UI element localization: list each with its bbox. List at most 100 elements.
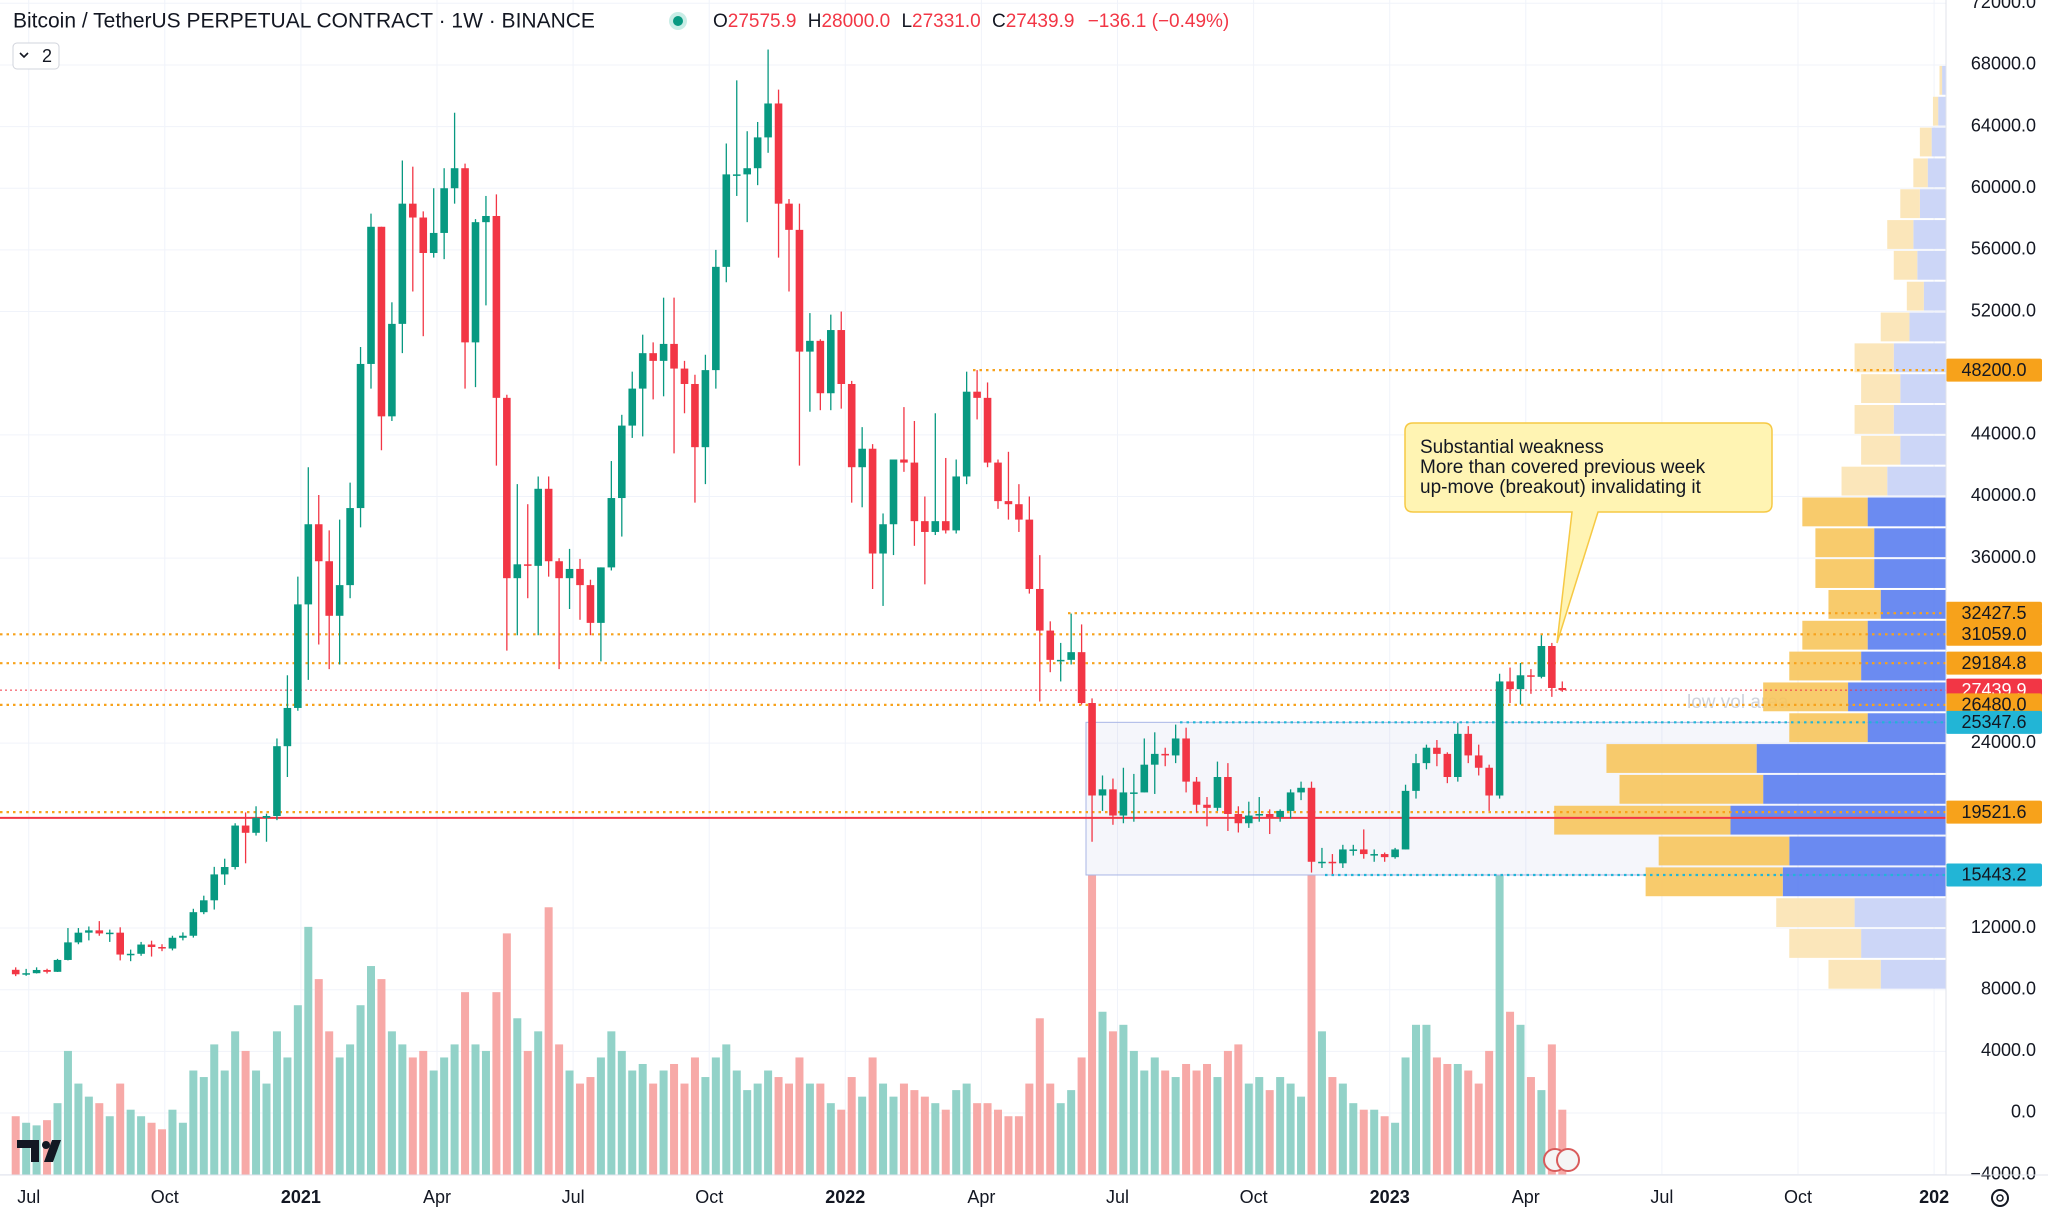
volume-bar [189,1070,198,1175]
candle-body [419,217,428,253]
candle-body [1485,767,1493,796]
volume-bar [1140,1070,1149,1175]
candle-body [1098,789,1107,796]
candle-body [1516,675,1525,690]
volume-bar [1129,1050,1138,1175]
candle-body [1213,777,1222,808]
volume-bar [743,1090,752,1175]
candle-body [1401,790,1410,850]
candle-body [1464,733,1473,756]
volume-bar [1108,1031,1117,1175]
candle-body [503,397,511,579]
profile-up [1893,405,1946,434]
y-tick-label: 68000.0 [1971,54,2036,74]
volume-bar [84,1096,93,1175]
candle-body [346,508,354,586]
volume-bar [879,1083,888,1175]
volume-bar [1547,1044,1556,1175]
candle-body [241,825,250,833]
settings-gear[interactable] [1991,1189,2009,1207]
volume-bar [701,1077,710,1175]
volume-bar [1349,1103,1358,1175]
volume-bar [1516,1024,1525,1175]
volume-bar [346,1044,355,1175]
x-tick-label: 2023 [1370,1187,1410,1207]
flags[interactable] [1543,1148,1580,1172]
volume-bar [502,933,511,1175]
candle-body [659,343,668,361]
ohlc-key: C [992,11,1006,32]
profile-down [1841,466,1888,496]
chart-title: Bitcoin / TetherUS PERPETUAL CONTRACT · … [13,10,595,33]
volume-bar [931,1103,940,1175]
volume-bar [408,1057,417,1175]
candle-body [513,564,522,579]
candle-body [879,524,887,554]
candle-body [1297,787,1305,793]
candle-body [523,564,532,566]
volume-bar [492,992,501,1175]
volume-bar [1276,1077,1285,1175]
x-tick-label: Jul [1650,1187,1673,1207]
badge-box[interactable] [12,42,60,70]
candle-body [1422,747,1431,764]
candle-body [691,383,699,448]
candle-body [1265,813,1274,818]
gear-hub [1996,1194,2004,1202]
candle-body [492,215,501,398]
candle-body [555,561,563,579]
gear[interactable] [1991,1189,2009,1207]
y-tick-label: −4000.0 [1970,1163,2036,1183]
candle-body [95,930,104,934]
candle-body [1537,645,1546,677]
volume-bar [304,926,313,1175]
volume-bar [1244,1083,1253,1175]
candle-body [335,585,344,616]
volume-bar [11,1116,20,1175]
profile-up [1854,898,1946,928]
logo-part [44,1140,61,1162]
profile-down [1619,774,1764,804]
level-label-bg [1946,622,2042,646]
volume-bar [461,992,470,1175]
volume-bar [1432,1057,1441,1175]
volume-bar [1328,1077,1337,1175]
logo-part [42,1141,50,1149]
candle-body [858,448,866,468]
volume-bar [272,1031,281,1175]
candle-body [962,391,971,477]
volume-bar [241,1050,250,1175]
candle-body [1548,645,1556,688]
ohlc-value: 27575.9 [728,11,797,32]
candle-body [680,368,689,384]
volume-bar [1380,1116,1389,1175]
candle-body [1276,810,1284,818]
candle-body [607,498,616,568]
volume-bar [994,1109,1002,1175]
flag-icon[interactable] [1556,1148,1580,1172]
candle-body [220,867,229,875]
volume-bar [1307,874,1316,1175]
candle-body [774,103,783,204]
volume-bar [1526,1077,1535,1175]
y-tick-label: 12000.0 [1971,917,2036,937]
level-label: 48200.0 [1961,360,2026,380]
volume-bar [1213,1077,1222,1175]
indicator-badge[interactable]: 2 [12,42,60,70]
volume-bar [1119,1024,1128,1175]
profile-down [1645,867,1783,897]
volume-bar [1088,874,1097,1175]
change: −136.1 (−0.49%) [1088,11,1230,32]
candle-body [461,168,469,343]
ohlc-legend: O27575.9 H28000.0 L27331.0 C27439.9 −136… [713,11,1229,32]
candle-body [973,391,981,398]
candle-body [806,340,814,352]
candle-body [1443,753,1452,778]
candle-body [398,203,407,324]
profile-up [1909,312,1946,342]
volume-bar [398,1044,407,1175]
volume-bar [983,1103,992,1175]
candle-body [753,137,762,169]
volume-bar [1161,1070,1170,1175]
